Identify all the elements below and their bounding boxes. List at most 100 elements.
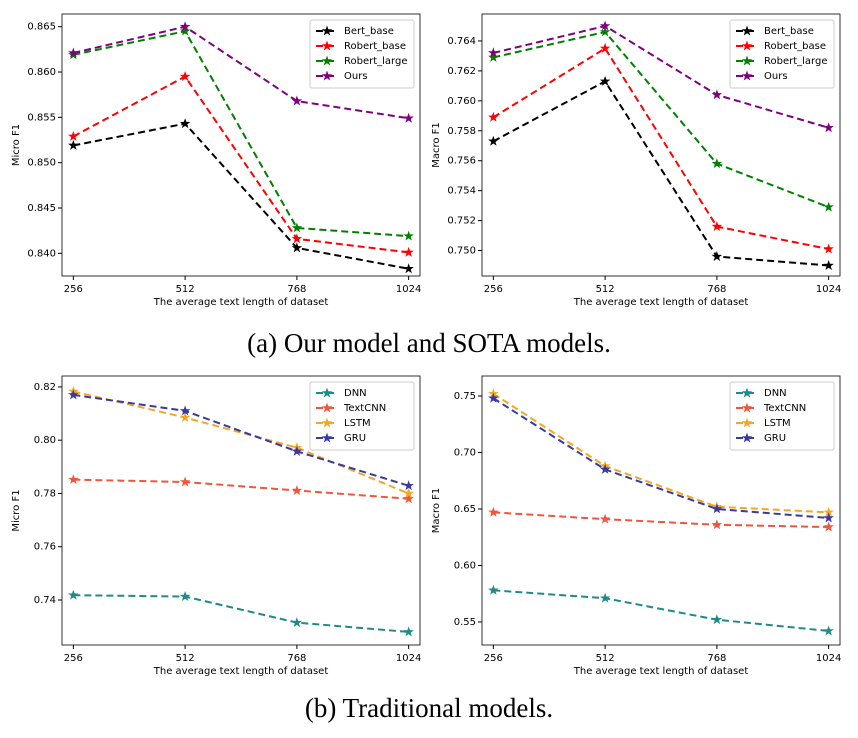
marker	[68, 47, 79, 58]
series-line	[72, 75, 409, 254]
marker	[179, 21, 191, 32]
legend-label: Bert_base	[344, 26, 394, 37]
chart-panel: 0.55 0.60 0.65 0.70 0.75 256 512 768 1024 The ave…	[431, 375, 841, 677]
series-line	[493, 30, 830, 209]
marker	[823, 625, 834, 636]
marker	[823, 512, 834, 523]
plot-area	[481, 13, 841, 277]
legend-label: Robert_base	[764, 41, 826, 52]
x-axis-label: The average text length of dataset	[153, 666, 329, 677]
y-tick-label: 0.754	[447, 186, 476, 197]
marker	[403, 480, 414, 491]
marker	[599, 463, 611, 474]
series-line	[492, 80, 829, 267]
y-axis-label: Macro F1	[431, 122, 442, 168]
marker	[179, 405, 191, 416]
marker	[823, 122, 834, 133]
marker	[488, 584, 499, 595]
plot-area	[481, 375, 841, 646]
series-line	[73, 393, 409, 487]
series-line	[493, 24, 829, 129]
marker	[179, 476, 191, 487]
x-tick-label: 768	[707, 653, 726, 664]
y-tick-label: 0.756	[447, 156, 476, 167]
marker	[68, 130, 79, 141]
marker	[403, 493, 414, 504]
caption: (a) Our model and SOTA models.	[247, 328, 611, 358]
y-axis-label: Macro F1	[431, 488, 442, 534]
marker	[291, 445, 303, 456]
x-tick-label: 256	[484, 653, 503, 664]
series-line	[73, 478, 409, 500]
legend-box	[729, 381, 835, 451]
marker	[179, 71, 191, 81]
marker	[291, 242, 303, 253]
chart-panel: 0.840 0.845 0.850 0.855 0.860 0.865 256 512 768 1…	[11, 13, 421, 308]
marker	[711, 158, 723, 169]
legend-label: DNN	[344, 388, 367, 399]
y-tick-label: 0.752	[447, 216, 476, 227]
marker	[711, 221, 723, 232]
marker	[403, 487, 414, 498]
y-tick-label: 0.60	[454, 560, 476, 571]
y-tick-label: 0.76	[34, 542, 56, 553]
marker	[68, 139, 79, 150]
y-tick-label: 0.80	[34, 435, 56, 446]
y-tick-label: 0.762	[447, 66, 476, 77]
x-tick-label: 256	[64, 653, 83, 664]
y-tick-label: 0.855	[27, 112, 56, 123]
legend-marker	[741, 55, 753, 66]
legend-box	[729, 19, 835, 89]
y-tick-label: 0.82	[34, 382, 56, 393]
legend-box	[309, 19, 415, 89]
x-tick-label: 1024	[816, 653, 841, 664]
x-tick-label: 1024	[396, 284, 421, 295]
marker	[488, 392, 499, 403]
legend-marker	[321, 432, 333, 443]
plot-area	[61, 375, 421, 646]
marker	[291, 95, 303, 106]
legend-marker	[741, 417, 753, 428]
marker	[599, 592, 611, 603]
marker	[68, 474, 79, 485]
marker	[599, 513, 611, 524]
legend-marker	[321, 25, 333, 36]
marker	[179, 591, 191, 601]
y-tick-label: 0.65	[454, 504, 476, 515]
legend-box	[309, 381, 415, 451]
y-tick-label: 0.78	[34, 488, 56, 499]
legend-marker	[321, 55, 333, 66]
legend-label: DNN	[764, 388, 787, 399]
marker	[599, 42, 611, 53]
series-line	[73, 25, 409, 120]
legend-label: LSTM	[344, 418, 371, 429]
marker	[179, 118, 191, 129]
marker	[403, 263, 414, 274]
legend-marker	[741, 432, 753, 443]
marker	[711, 89, 723, 100]
x-tick-label: 512	[596, 284, 615, 295]
series-line	[492, 47, 829, 251]
series-line	[73, 30, 409, 238]
legend-label: LSTM	[764, 418, 791, 429]
plot-area	[61, 13, 421, 277]
marker	[823, 506, 834, 517]
y-tick-label: 0.75	[454, 391, 476, 402]
legend-label: Robert_large	[764, 56, 828, 67]
marker	[599, 75, 611, 86]
legend-label: TextCNN	[763, 403, 806, 414]
x-tick-label: 768	[707, 284, 726, 295]
marker	[599, 26, 611, 37]
y-tick-label: 0.860	[27, 67, 56, 78]
marker	[291, 222, 303, 233]
marker	[403, 230, 414, 241]
marker	[823, 260, 834, 270]
marker	[599, 20, 611, 31]
marker	[403, 626, 414, 637]
x-tick-label: 768	[287, 653, 306, 664]
legend-label: Ours	[764, 71, 788, 82]
x-tick-label: 256	[64, 284, 83, 295]
caption: (b) Traditional models.	[305, 693, 553, 723]
